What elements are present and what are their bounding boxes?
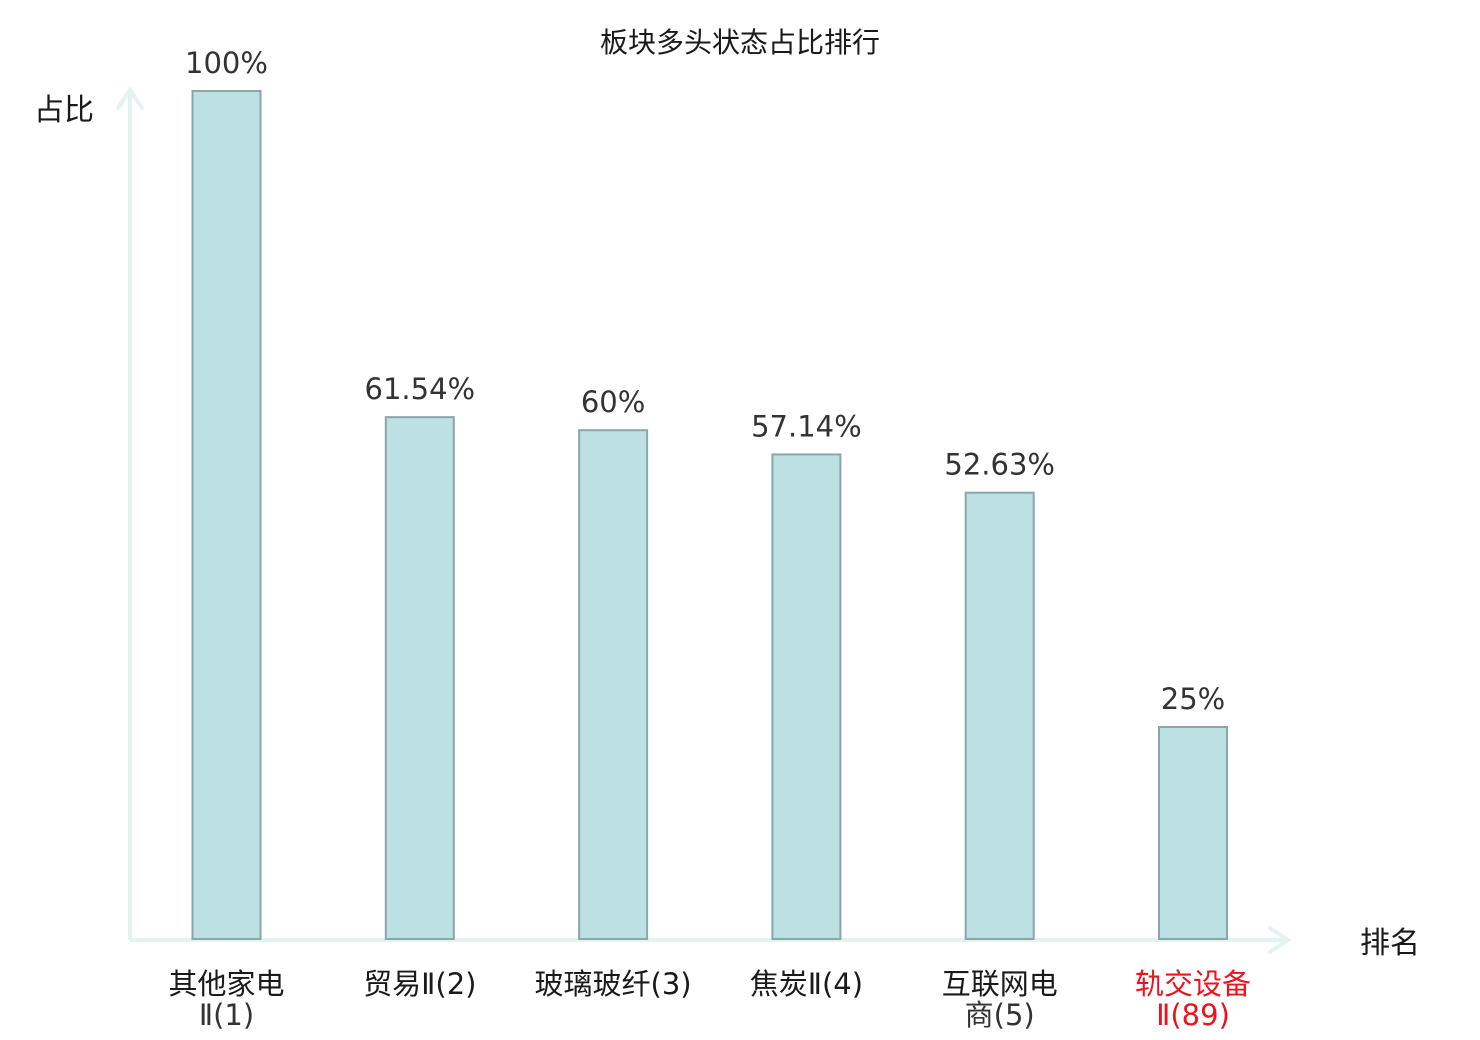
bar — [578, 429, 649, 940]
category-label: 焦炭Ⅱ(4) — [750, 967, 863, 1001]
bar — [1158, 726, 1228, 940]
category-label: 互联网电 — [942, 967, 1058, 1001]
y-axis — [116, 86, 144, 940]
bar-value-label: 60% — [581, 385, 645, 419]
bar — [964, 491, 1035, 940]
bar-value-label: 61.54% — [365, 372, 476, 406]
category-label-line2: Ⅱ(89) — [1156, 998, 1230, 1032]
x-axis-arrow — [1268, 926, 1292, 954]
y-axis-arrow — [116, 86, 144, 110]
y-axis-label: 占比 — [34, 93, 94, 128]
bar — [384, 416, 455, 940]
bar-value-label: 100% — [185, 46, 268, 80]
category-label: 轨交设备 — [1135, 967, 1251, 1001]
category-label: 其他家电 — [168, 967, 284, 1001]
x-axis-label: 排名 — [1360, 926, 1420, 961]
bar-value-label: 25% — [1161, 682, 1225, 716]
bars-group — [191, 90, 1228, 940]
bar-value-label: 52.63% — [944, 448, 1055, 482]
category-label: 贸易Ⅱ(2) — [363, 967, 476, 1001]
bar — [771, 453, 842, 940]
category-label-line2: Ⅱ(1) — [199, 998, 254, 1032]
value-labels-group: 100% 61.54% 60% 57.14% 52.63% 25% — [185, 46, 1225, 716]
chart-title: 板块多头状态占比排行 — [600, 26, 880, 59]
bar — [191, 90, 262, 940]
x-axis — [130, 926, 1292, 954]
category-label: 玻璃玻纤(3) — [535, 967, 692, 1001]
category-label-line2: 商(5) — [965, 998, 1035, 1032]
bar-value-label: 57.14% — [751, 409, 862, 443]
